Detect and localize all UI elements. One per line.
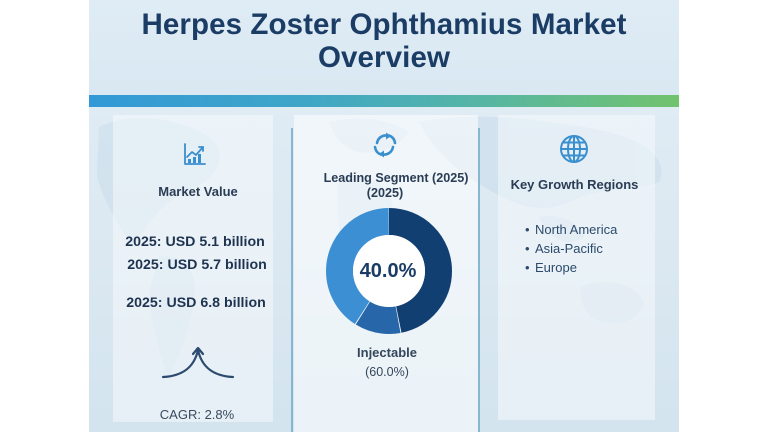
donut-segment xyxy=(326,208,452,334)
market-value-2: 2025: USD 5.7 billion xyxy=(127,257,267,273)
market-value-panel xyxy=(113,115,273,422)
market-value-1: 2025: USD 5.1 billion xyxy=(125,234,265,250)
region-europe: Europe xyxy=(535,260,577,275)
cagr-label: CAGR: 2.8% xyxy=(159,407,235,422)
bullet-icon: • xyxy=(525,222,530,237)
region-asia-pacific: Asia-Pacific xyxy=(535,241,603,256)
donut-segment xyxy=(326,208,452,334)
market-value-title: Market Value xyxy=(158,184,238,199)
donut-chart xyxy=(326,208,452,334)
donut-segment xyxy=(326,208,452,334)
market-value-3: 2025: USD 6.8 billion xyxy=(126,295,266,311)
sync-icon xyxy=(373,132,397,158)
segment-name: Injectable xyxy=(357,345,417,360)
region-north-america: North America xyxy=(535,222,618,237)
bullet-icon: • xyxy=(525,260,530,275)
divider-left xyxy=(291,128,293,432)
leading-segment-year: (2025) xyxy=(366,186,404,200)
list-item: • Europe xyxy=(525,260,617,279)
donut-hole xyxy=(353,235,425,307)
growth-regions-panel xyxy=(498,115,655,420)
divider-right xyxy=(478,128,480,432)
bullet-icon: • xyxy=(525,241,530,256)
growth-regions-list: • North America • Asia-Pacific • Europe xyxy=(525,222,617,279)
leading-segment-title: Leading Segment (2025) xyxy=(323,171,469,185)
arrow-up-curve-icon xyxy=(161,346,235,379)
globe-icon xyxy=(560,135,588,163)
accent-gradient-bar xyxy=(89,95,679,107)
list-item: • North America xyxy=(525,222,617,241)
header: Herpes Zoster Ophthamius Market Overview xyxy=(89,0,679,95)
segment-share: (60.0%) xyxy=(365,365,409,379)
page-title-line-1: Herpes Zoster Ophthamius Market xyxy=(141,8,627,41)
list-item: • Asia-Pacific xyxy=(525,241,617,260)
growth-regions-title: Key Growth Regions xyxy=(510,177,639,192)
chart-growth-icon xyxy=(184,143,206,165)
page-title-line-2: Overview xyxy=(318,41,450,74)
donut-center-label: 40.0% xyxy=(359,260,417,282)
infographic-slide: Herpes Zoster Ophthamius Market Overview xyxy=(89,0,679,432)
